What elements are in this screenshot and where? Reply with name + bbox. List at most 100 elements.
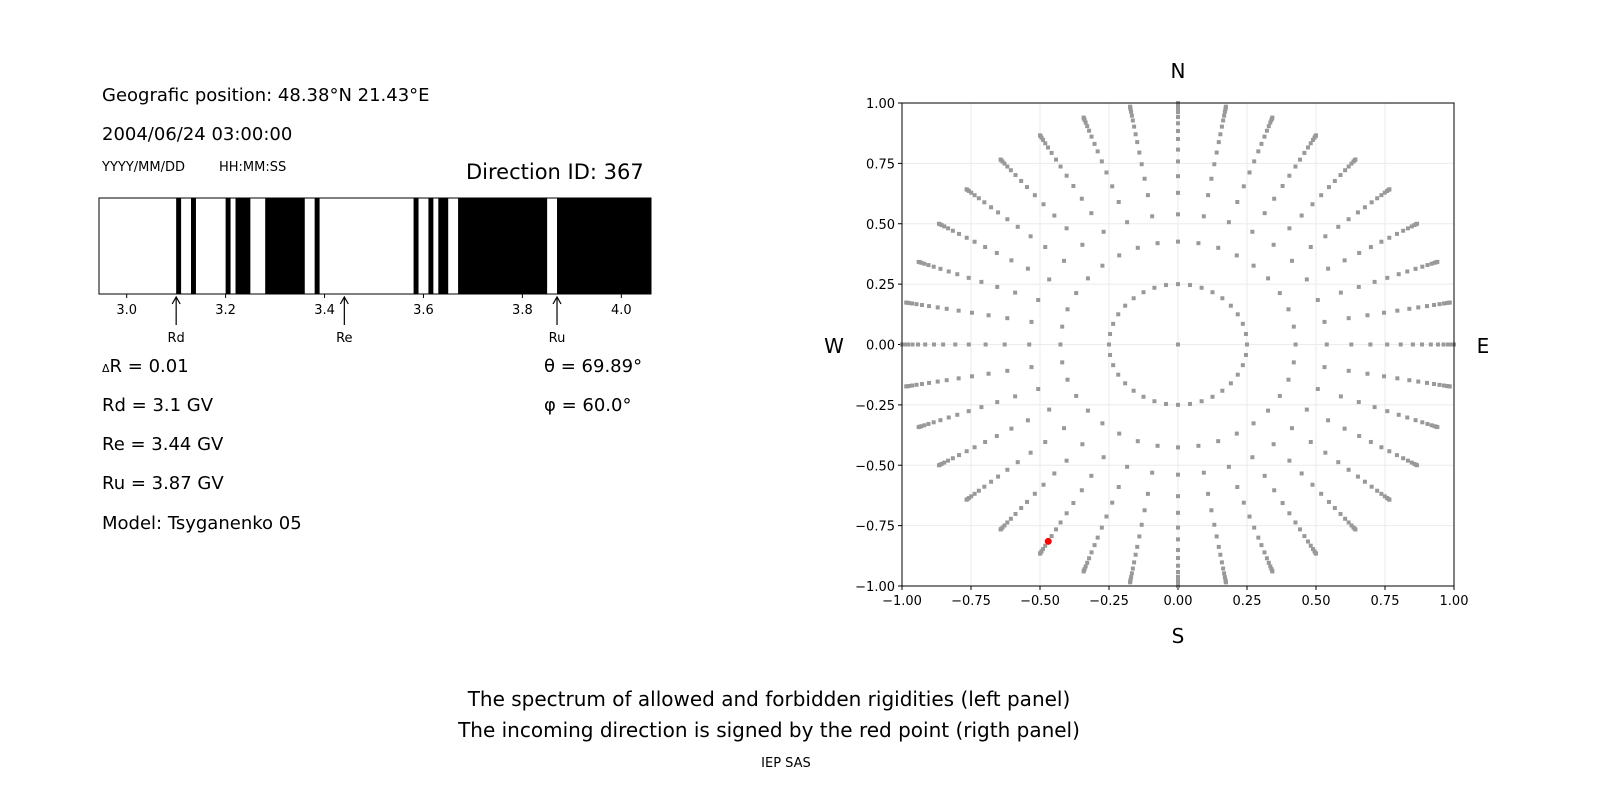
grid-point: [966, 275, 971, 280]
grid-point: [1117, 431, 1122, 436]
grid-point: [1137, 150, 1142, 155]
grid-point: [1176, 555, 1180, 560]
caption-line-2: The incoming direction is signed by the …: [458, 718, 1080, 742]
grid-point: [1240, 321, 1245, 326]
grid-point: [1064, 511, 1069, 516]
grid-point: [1100, 421, 1105, 426]
grid-point: [1013, 173, 1018, 178]
grid-point: [1247, 170, 1252, 175]
grid-point: [1323, 450, 1328, 455]
re-value: Re = 3.44 GV: [102, 434, 224, 455]
grid-point: [1135, 544, 1140, 549]
grid-point: [1110, 184, 1115, 189]
arrow-head-icon: [171, 295, 181, 305]
arrow-head-icon: [552, 295, 562, 305]
grid-point: [1216, 245, 1221, 250]
grid-point: [1308, 245, 1313, 250]
grid-point: [957, 453, 962, 458]
grid-point: [1176, 239, 1180, 244]
grid-point: [1387, 449, 1392, 454]
grid-point: [995, 284, 1000, 289]
grid-point: [957, 231, 962, 236]
grid-point: [1416, 305, 1421, 310]
grid-point: [944, 378, 949, 383]
grid-point: [1087, 128, 1092, 133]
grid-point: [1259, 141, 1264, 146]
grid-point: [1123, 381, 1128, 386]
grid-point: [1342, 426, 1347, 431]
grid-point: [1220, 388, 1225, 393]
grid-point: [1241, 500, 1246, 505]
grid-point: [1319, 491, 1324, 496]
grid-point: [1270, 569, 1275, 574]
grid-point: [1210, 290, 1215, 295]
grid-point: [1264, 128, 1269, 133]
delta-r: ΔR = 0.01: [102, 356, 189, 377]
compass-east: E: [1477, 334, 1490, 358]
grid-point: [956, 308, 961, 313]
grid-point: [1326, 499, 1331, 504]
datetime: 2004/06/24 03:00:00: [102, 124, 293, 145]
grid-point: [969, 310, 974, 315]
grid-point: [1424, 380, 1429, 385]
grid-point: [1028, 234, 1033, 239]
grid-point: [950, 228, 955, 233]
grid-point: [938, 418, 943, 423]
grid-point: [1382, 190, 1387, 195]
x-tick-label: 0.00: [1164, 594, 1193, 609]
grid-point: [1209, 176, 1214, 181]
grid-point: [1346, 164, 1351, 169]
grid-point: [1299, 213, 1304, 218]
grid-point: [1419, 342, 1424, 347]
grid-point: [1111, 321, 1116, 326]
grid-point: [1206, 491, 1211, 496]
y-tick-label: 0.25: [866, 278, 895, 293]
grid-point: [1176, 282, 1180, 287]
grid-point: [1435, 425, 1440, 430]
grid-point: [1176, 548, 1180, 553]
theta-value: θ = 69.89°: [544, 356, 643, 377]
grid-point: [1357, 250, 1362, 255]
grid-point: [1250, 229, 1255, 234]
grid-point: [1240, 363, 1245, 368]
grid-point: [1099, 525, 1104, 530]
grid-point: [1308, 439, 1313, 444]
grid-point: [1272, 196, 1277, 201]
grid-point: [983, 245, 988, 250]
grid-point: [1308, 141, 1313, 146]
compass-south: S: [1172, 624, 1185, 648]
grid-point: [964, 449, 969, 454]
grid-point: [1222, 113, 1227, 118]
grid-point: [1116, 199, 1121, 204]
grid-point: [1220, 296, 1225, 301]
grid-point: [1176, 106, 1180, 111]
forbidden-band: [265, 198, 305, 294]
grid-point: [1214, 534, 1219, 539]
grid-point: [1401, 228, 1406, 233]
grid-point: [1223, 580, 1228, 585]
grid-point: [1319, 193, 1324, 198]
grid-point: [986, 313, 991, 318]
grid-point: [1142, 176, 1147, 181]
grid-point: [1405, 226, 1410, 231]
grid-point: [1286, 377, 1291, 382]
grid-point: [1420, 420, 1425, 425]
grid-point: [1089, 134, 1094, 139]
grid-point: [927, 380, 932, 385]
grid-point: [1005, 164, 1010, 169]
grid-point: [1409, 224, 1414, 229]
grid-point: [914, 382, 919, 387]
grid-point: [1062, 426, 1067, 431]
grid-point: [1002, 342, 1007, 347]
forbidden-band: [428, 198, 434, 294]
grid-point: [1379, 491, 1384, 496]
grid-point: [1065, 307, 1070, 312]
grid-point: [1293, 342, 1298, 347]
grid-point: [1135, 140, 1140, 145]
time-format-label: HH:MM:SS: [219, 160, 287, 175]
grid-point: [1155, 443, 1160, 448]
grid-point: [996, 210, 1001, 215]
grid-point: [1060, 360, 1065, 365]
grid-point: [1385, 275, 1390, 280]
grid-point: [1210, 394, 1215, 399]
